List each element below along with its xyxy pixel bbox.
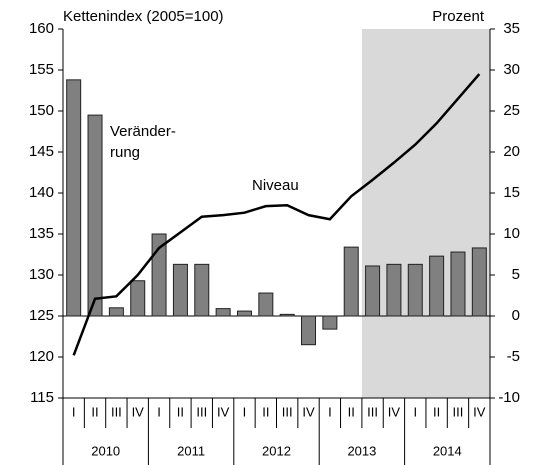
bar [258,292,274,317]
y-tick-label: 160 [29,20,54,37]
y-tick-label: 155 [29,61,54,78]
y-tick-label: 140 [29,184,54,201]
y2-tick-label: 0 [512,307,520,324]
y2-tick-label: 10 [503,225,520,242]
x-tick-label: IV [473,404,486,419]
bar [87,114,103,317]
y2-tick-label: 25 [503,102,520,119]
x-tick-label: II [262,404,269,419]
year-label: 2014 [433,443,462,458]
bar [215,308,231,317]
bar [407,263,423,317]
x-tick-label: II [177,404,184,419]
y2-tick-label: 20 [503,143,520,160]
right-axis-title: Prozent [432,8,485,25]
bar [66,79,82,317]
x-tick-label: III [196,404,207,419]
x-tick-label: III [282,404,293,419]
bar [429,255,445,317]
x-tick-label: II [348,404,355,419]
year-label: 2013 [347,443,376,458]
y2-tick-label: -10 [498,389,520,406]
y-tick-label: 130 [29,266,54,283]
x-tick-label: II [91,404,98,419]
x-tick-label: III [367,404,378,419]
left-axis-title: Kettenindex (2005=100) [63,8,224,25]
y2-tick-label: -5 [507,348,520,365]
x-tick-label: I [328,404,332,419]
line-annotation: Niveau [252,177,299,194]
year-label: 2011 [177,443,205,458]
y2-tick-label: 30 [503,61,520,78]
year-label: 2010 [91,443,120,458]
bar [471,247,487,317]
x-tick-label: I [157,404,161,419]
bar [236,310,252,317]
bar [386,263,402,317]
y-tick-label: 120 [29,348,54,365]
bar-annotation: rung [110,144,140,161]
bar [194,263,210,317]
x-tick-label: I [243,404,247,419]
y-tick-label: 125 [29,307,54,324]
bar [279,313,295,317]
year-label: 2012 [262,443,291,458]
y-tick-label: 135 [29,225,54,242]
x-tick-label: IV [132,404,145,419]
x-tick-label: I [413,404,417,419]
x-tick-label: III [453,404,464,419]
y-tick-label: 145 [29,143,54,160]
bar [322,315,338,330]
bar [343,246,359,317]
y2-tick-label: 5 [512,266,520,283]
bar [301,315,317,346]
x-tick-label: IV [388,404,401,419]
x-tick-label: I [72,404,76,419]
bar [172,263,188,317]
bar [365,265,381,317]
y-tick-label: 115 [30,389,54,406]
bar [130,280,146,317]
bar [151,233,167,317]
y2-tick-label: 15 [503,184,520,201]
x-tick-label: II [433,404,440,419]
x-tick-label: IV [217,404,230,419]
line [72,73,481,356]
x-tick-label: IV [302,404,315,419]
forecast-shade [361,29,490,398]
y2-tick-label: 35 [503,20,520,37]
bar-annotation: Veränder- [110,123,176,140]
x-tick-label: III [111,404,122,419]
bar [108,307,124,317]
bar [450,251,466,317]
y-tick-label: 150 [29,102,54,119]
